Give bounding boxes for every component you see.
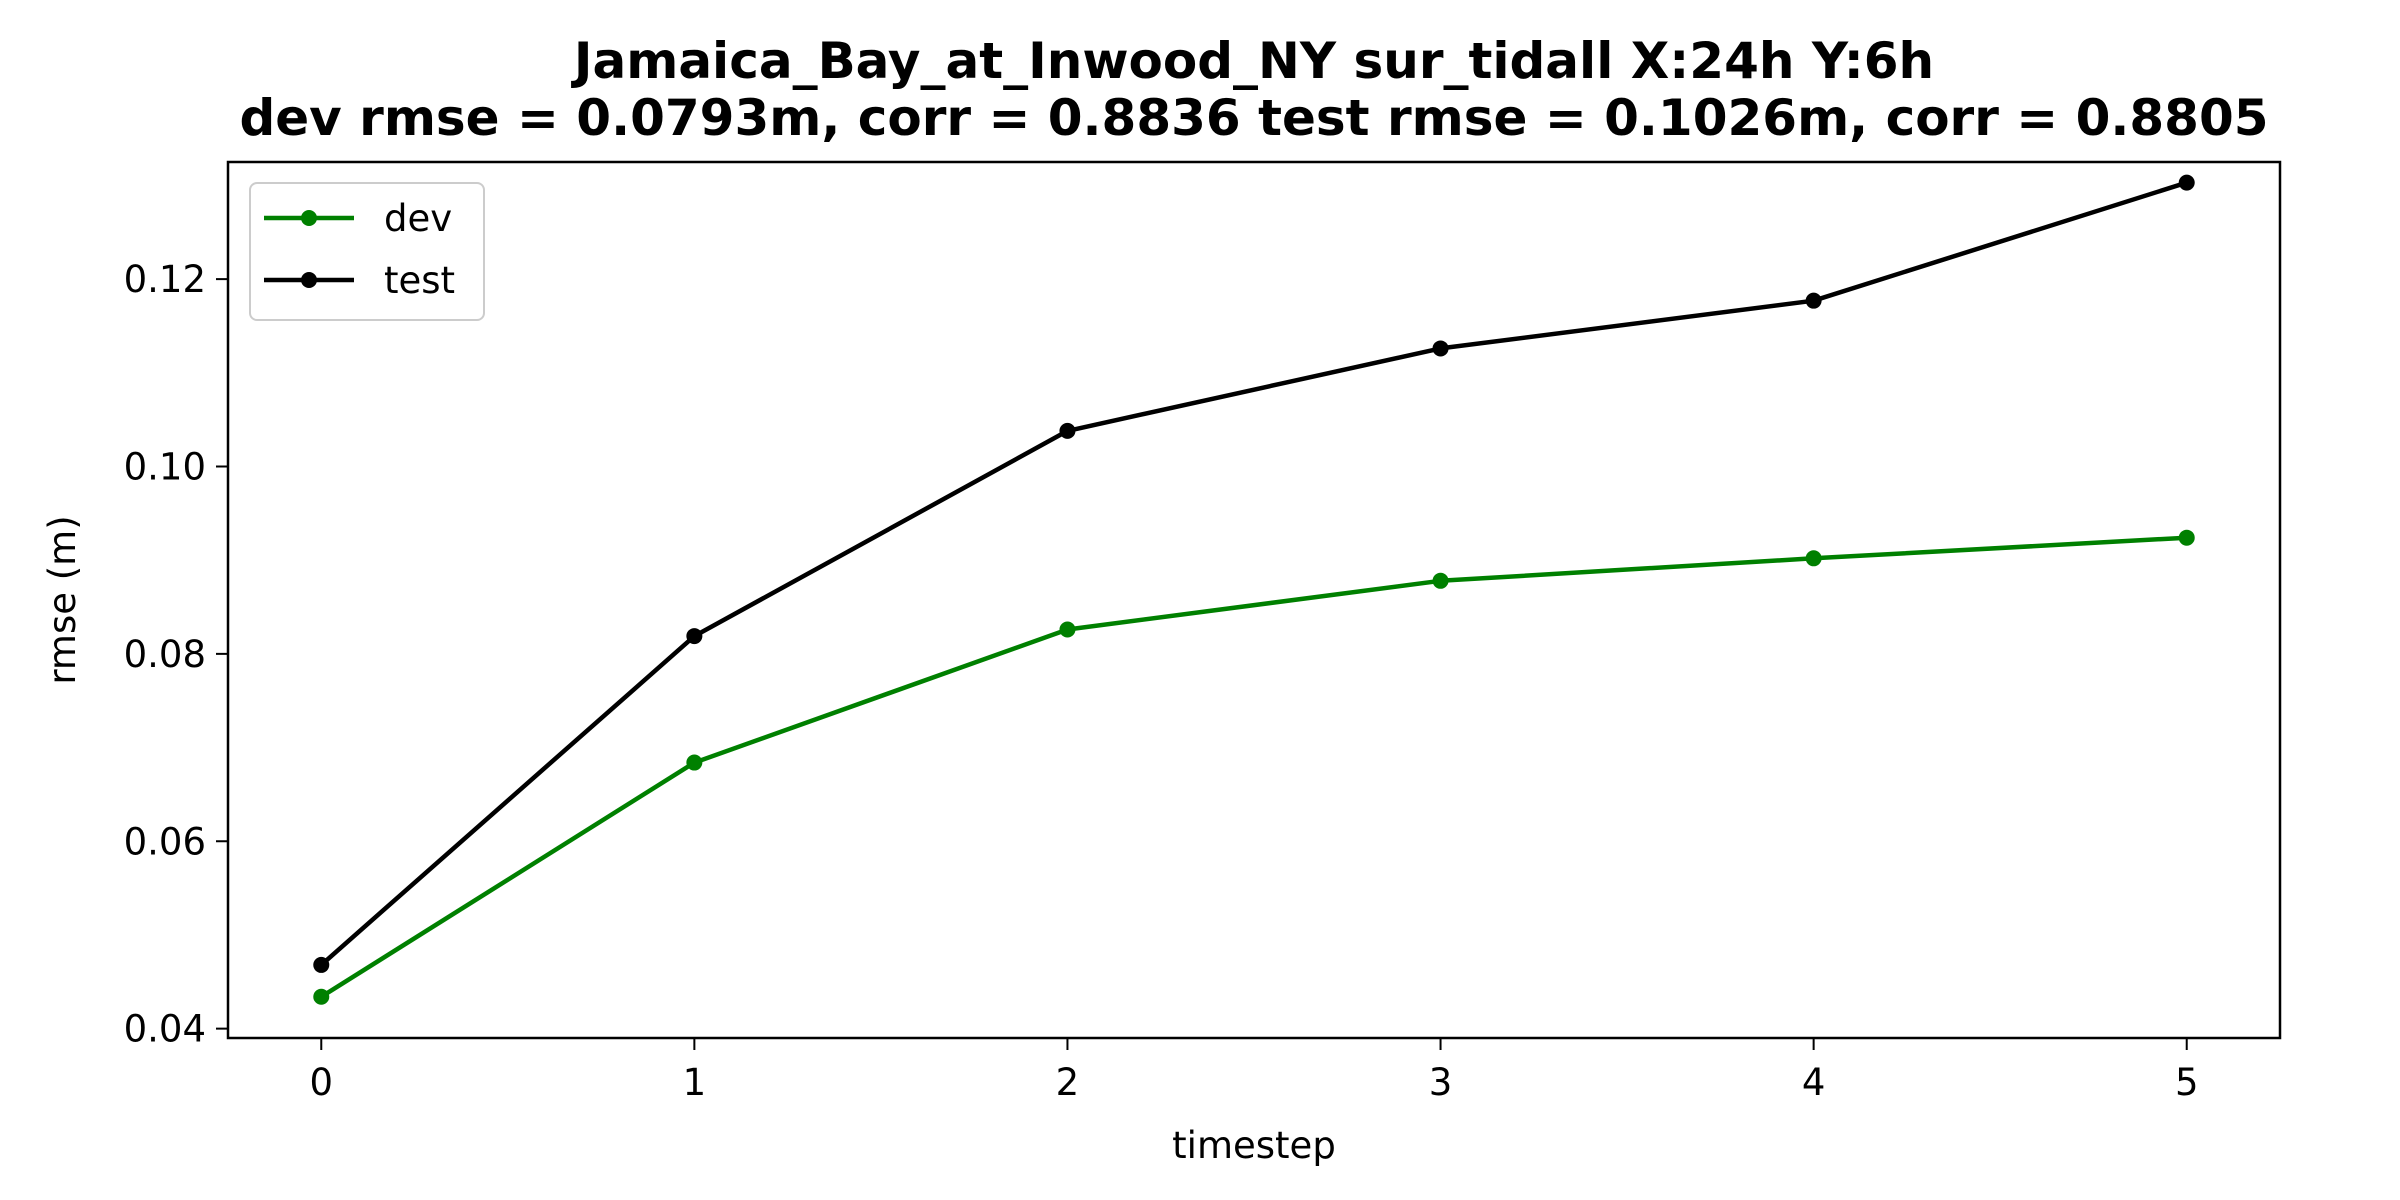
x-tick-label: 0 xyxy=(309,1061,333,1104)
data-point-dev xyxy=(1432,572,1449,589)
chart-title: Jamaica_Bay_at_Inwood_NY sur_tidall X:24… xyxy=(571,32,1934,90)
data-point-dev xyxy=(1805,550,1822,567)
x-tick-label: 5 xyxy=(2175,1061,2199,1104)
data-point-test xyxy=(1432,340,1449,357)
data-point-dev xyxy=(686,754,703,771)
data-point-test xyxy=(2178,174,2195,191)
x-tick-label: 3 xyxy=(1429,1061,1453,1104)
data-point-dev xyxy=(2178,529,2195,546)
legend-marker-test xyxy=(301,272,317,288)
x-tick-label: 2 xyxy=(1056,1061,1080,1104)
data-point-dev xyxy=(1059,621,1076,638)
series-line-test xyxy=(318,179,2190,969)
ticks-layer: 0 1 2 3 4 5 0.04 0.06 0.08 0.10 0.12 xyxy=(124,258,2199,1104)
x-axis-label: timestep xyxy=(1172,1124,1336,1167)
data-point-dev xyxy=(313,988,330,1005)
y-tick-label: 0.06 xyxy=(124,820,206,863)
y-tick-label: 0.12 xyxy=(124,258,206,301)
x-tick-label: 1 xyxy=(683,1061,707,1104)
chart-subtitle: dev rmse = 0.0793m, corr = 0.8836 test r… xyxy=(239,89,2268,147)
y-tick-label: 0.08 xyxy=(124,633,206,676)
data-point-test xyxy=(1805,292,1822,309)
y-tick-label: 0.04 xyxy=(124,1008,206,1051)
data-point-test xyxy=(313,956,330,973)
series-line-dev xyxy=(318,535,2190,1000)
y-tick-label: 0.10 xyxy=(124,445,206,488)
data-point-test xyxy=(686,628,703,645)
plot-area xyxy=(226,160,2282,1040)
legend-label-dev: dev xyxy=(384,197,452,240)
x-tick-label: 4 xyxy=(1802,1061,1826,1104)
legend: dev test xyxy=(249,182,485,321)
series-layer xyxy=(313,174,2195,1005)
legend-label-test: test xyxy=(384,259,455,302)
legend-marker-dev xyxy=(301,210,317,226)
plot-frame xyxy=(226,160,2282,1040)
data-point-test xyxy=(1059,422,1076,439)
y-axis-label: rmse (m) xyxy=(41,515,84,684)
